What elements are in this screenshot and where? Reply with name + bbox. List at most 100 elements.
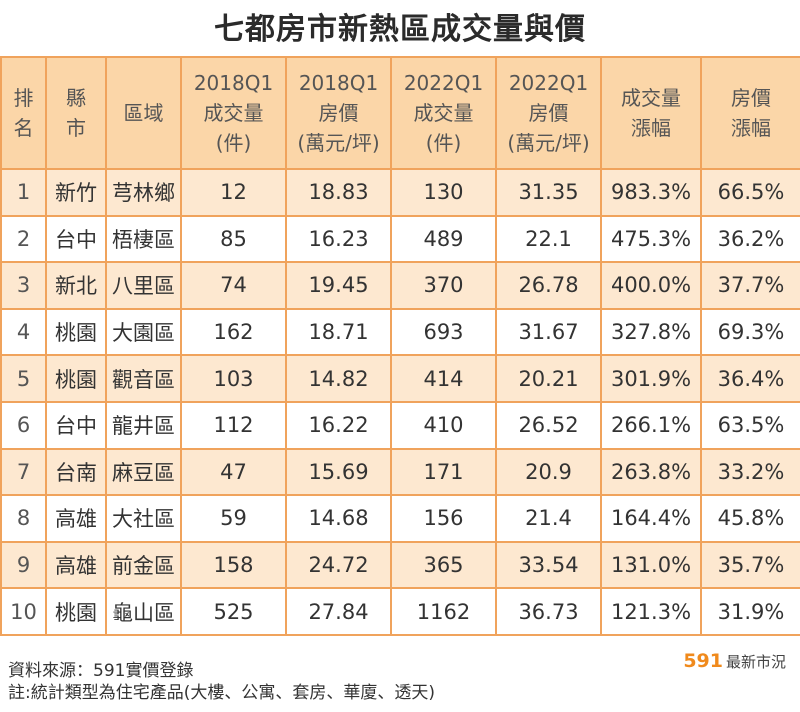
brand-logo: 591 最新市況 [683,648,786,674]
cell-rank: 3 [0,261,47,310]
cell-rank: 10 [0,587,47,636]
cell-2022-volume: 171 [390,447,497,497]
cell-price-growth: 66.5% [700,168,800,217]
cell-rank: 2 [0,214,47,264]
source-note: 資料來源：591實價登錄 [8,661,194,681]
header-text: (萬元/坪) [297,131,380,155]
cell-district: 龍井區 [105,400,182,450]
header-cell-district: 區域 [105,56,182,170]
header-text: 2018Q1 [298,71,379,95]
cell-city: 桃園 [45,307,107,357]
cell-2022-price: 21.4 [495,494,602,543]
cell-city: 新北 [45,261,107,310]
cell-volume-growth: 983.3% [600,168,702,217]
cell-2018-volume: 59 [180,494,287,543]
cell-district: 八里區 [105,261,182,310]
cell-2022-price: 26.52 [495,400,602,450]
cell-volume-growth: 266.1% [600,400,702,450]
cell-2018-volume: 525 [180,587,287,636]
table-row: 3 新北 八里區 74 19.45 370 26.78 400.0% 37.7% [0,261,800,310]
cell-city: 新竹 [45,168,107,217]
cell-rank: 8 [0,494,47,543]
cell-city: 台中 [45,400,107,450]
header-text: 2022Q1 [508,71,589,95]
cell-2018-volume: 112 [180,400,287,450]
cell-price-growth: 45.8% [700,494,800,543]
cell-price-growth: 63.5% [700,400,800,450]
header-text: 成交量 [203,101,264,125]
cell-2022-price: 22.1 [495,214,602,264]
cell-2022-price: 36.73 [495,587,602,636]
table-row: 1 新竹 芎林鄉 12 18.83 130 31.35 983.3% 66.5% [0,168,800,217]
cell-district: 大社區 [105,494,182,543]
cell-volume-growth: 131.0% [600,540,702,590]
header-cell-city: 縣市 [45,56,107,170]
logo-number: 591 [683,650,723,672]
cell-2018-volume: 158 [180,540,287,590]
table-row: 2 台中 梧棲區 85 16.23 489 22.1 475.3% 36.2% [0,214,800,264]
table-row: 10 桃園 龜山區 525 27.84 1162 36.73 121.3% 31.9% [0,587,800,636]
cell-price-growth: 37.7% [700,261,800,310]
cell-city: 桃園 [45,354,107,403]
header-text: 漲幅 [631,116,671,140]
header-cell-2022-volume: 2022Q1 成交量 (件) [390,56,497,170]
cell-2022-volume: 130 [390,168,497,217]
cell-2022-price: 20.9 [495,447,602,497]
cell-rank: 4 [0,307,47,357]
cell-city: 台中 [45,214,107,264]
cell-2022-price: 20.21 [495,354,602,403]
cell-2022-volume: 693 [390,307,497,357]
cell-2018-price: 16.22 [285,400,392,450]
cell-price-growth: 36.4% [700,354,800,403]
cell-2022-price: 31.35 [495,168,602,217]
header-text: (件) [425,131,462,155]
cell-2022-volume: 489 [390,214,497,264]
header-text: 成交量 [413,101,474,125]
cell-district: 前金區 [105,540,182,590]
header-cell-2018-price: 2018Q1 房價 (萬元/坪) [285,56,392,170]
page-title: 七都房市新熱區成交量與價 [214,12,586,47]
footnote: 註:統計類型為住宅產品(大樓、公寓、套房、華廈、透天) [8,683,435,703]
cell-2022-volume: 414 [390,354,497,403]
cell-2018-volume: 85 [180,214,287,264]
table-row: 6 台中 龍井區 112 16.22 410 26.52 266.1% 63.5% [0,400,800,450]
cell-2022-volume: 156 [390,494,497,543]
cell-price-growth: 31.9% [700,587,800,636]
cell-price-growth: 69.3% [700,307,800,357]
cell-volume-growth: 400.0% [600,261,702,310]
cell-2022-volume: 410 [390,400,497,450]
header-text: 漲幅 [731,116,771,140]
header-row: 排名縣市區域 2018Q1 成交量 (件) 2018Q1 房價 (萬元/坪) 2022Q1 成交… [0,56,800,170]
cell-volume-growth: 164.4% [600,494,702,543]
header-cell-2018-volume: 2018Q1 成交量 (件) [180,56,287,170]
cell-2018-price: 19.45 [285,261,392,310]
header-text: 房價 [318,101,359,125]
cell-2018-volume: 74 [180,261,287,310]
header-text: 區域 [123,101,164,125]
cell-city: 台南 [45,447,107,497]
header-cell-price-growth: 房價 漲幅 [700,56,800,170]
cell-2018-volume: 47 [180,447,287,497]
cell-2022-volume: 365 [390,540,497,590]
header-text: 排 [13,86,34,110]
cell-2018-volume: 162 [180,307,287,357]
header-text: 房價 [731,86,771,110]
header-text: 成交量 [621,86,681,110]
cell-rank: 6 [0,400,47,450]
cell-price-growth: 36.2% [700,214,800,264]
cell-city: 高雄 [45,540,107,590]
table-row: 5 桃園 觀音區 103 14.82 414 20.21 301.9% 36.4% [0,354,800,403]
cell-2018-price: 14.82 [285,354,392,403]
header-text: 名 [13,116,34,140]
cell-2022-volume: 370 [390,261,497,310]
cell-2018-price: 18.83 [285,168,392,217]
cell-2018-price: 16.23 [285,214,392,264]
cell-rank: 7 [0,447,47,497]
cell-2018-price: 18.71 [285,307,392,357]
table-row: 4 桃園 大園區 162 18.71 693 31.67 327.8% 69.3% [0,307,800,357]
cell-2022-price: 31.67 [495,307,602,357]
cell-city: 桃園 [45,587,107,636]
header-text: (件) [215,131,252,155]
cell-2018-price: 15.69 [285,447,392,497]
cell-district: 大園區 [105,307,182,357]
